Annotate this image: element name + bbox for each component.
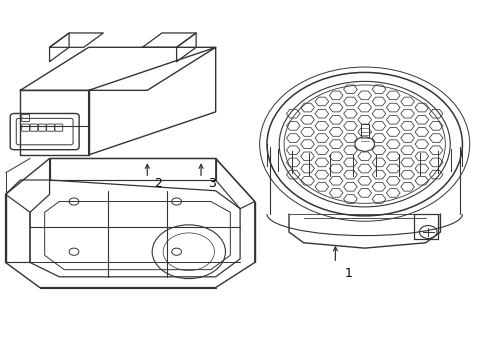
Text: 1: 1 <box>344 267 352 280</box>
Text: 2: 2 <box>155 177 163 190</box>
Circle shape <box>355 137 374 151</box>
Text: 3: 3 <box>208 177 216 190</box>
Polygon shape <box>361 125 368 144</box>
